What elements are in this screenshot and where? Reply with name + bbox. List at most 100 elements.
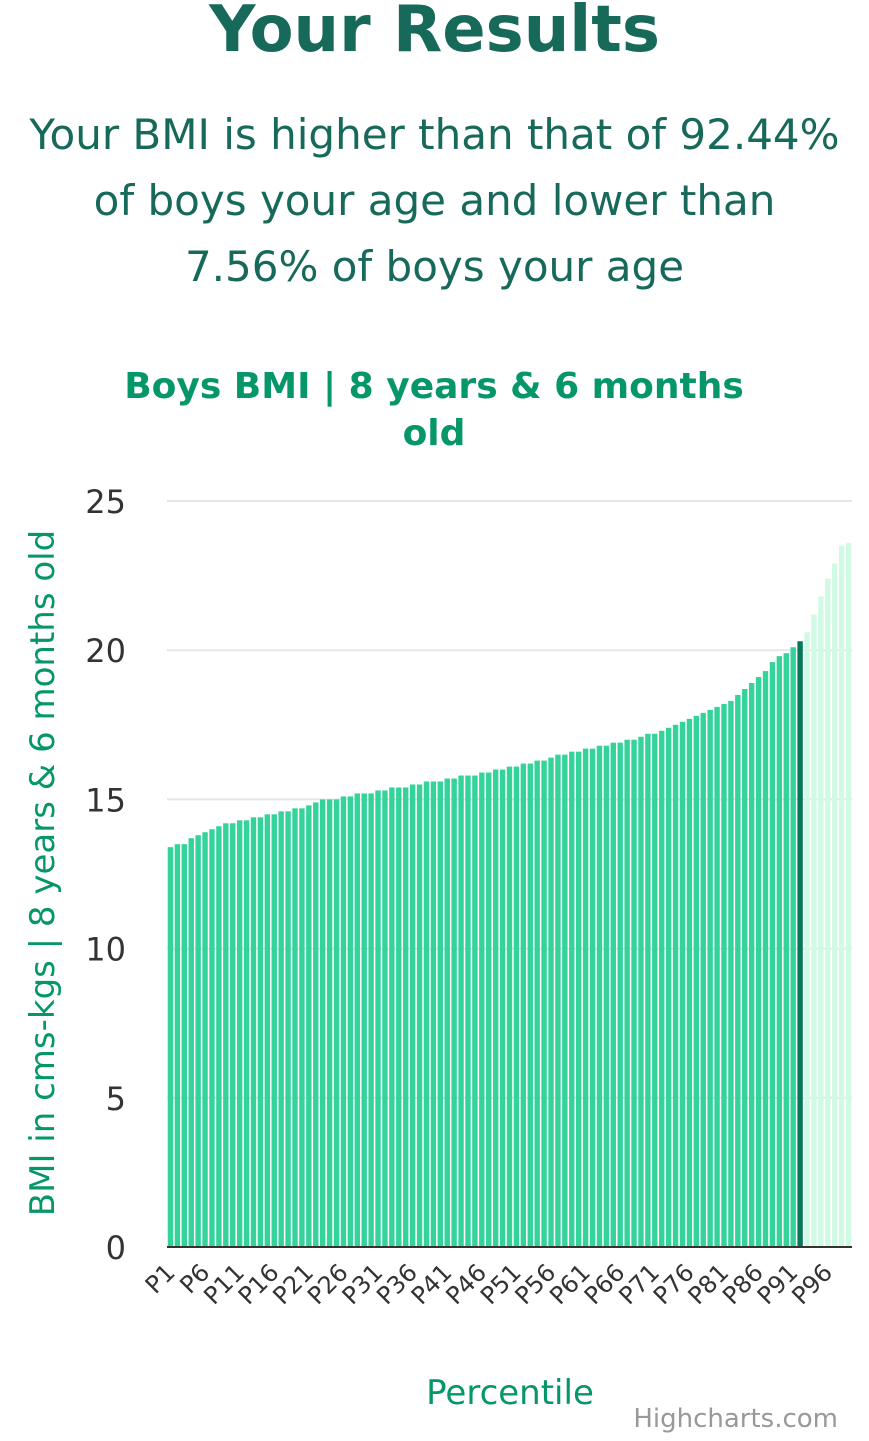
bar-p88 bbox=[769, 662, 776, 1247]
bar-p5 bbox=[195, 835, 201, 1247]
bar-p15 bbox=[264, 814, 271, 1247]
bar-p56 bbox=[548, 757, 554, 1247]
bar-p63 bbox=[596, 745, 603, 1247]
bar-p38 bbox=[423, 781, 430, 1247]
bar-p64 bbox=[603, 745, 610, 1247]
bar-p20 bbox=[299, 808, 305, 1247]
bar-p39 bbox=[430, 781, 437, 1247]
bar-p70 bbox=[645, 733, 651, 1247]
bar-p53 bbox=[527, 763, 533, 1247]
bar-p95 bbox=[818, 596, 824, 1247]
bar-p71 bbox=[652, 733, 658, 1247]
y-axis-title: BMI in cms-kgs | 8 years & 6 months old bbox=[23, 530, 63, 1216]
bar-p17 bbox=[278, 811, 284, 1247]
bar-p13 bbox=[250, 817, 257, 1247]
bar-p59 bbox=[569, 751, 575, 1247]
x-tick-label: P96 bbox=[786, 1258, 838, 1310]
summary-line: of boys your age and lower than bbox=[93, 176, 776, 225]
bar-p86 bbox=[755, 677, 762, 1247]
bar-p11 bbox=[236, 820, 243, 1247]
bar-p40 bbox=[437, 781, 444, 1247]
bar-p21 bbox=[306, 805, 312, 1247]
bar-p60 bbox=[575, 751, 582, 1247]
bar-p8 bbox=[216, 826, 222, 1247]
x-axis-ticks: P1P6P11P16P21P26P31P36P41P46P51P56P61P66… bbox=[140, 1258, 838, 1310]
bar-p42 bbox=[451, 778, 457, 1247]
bar-p30 bbox=[368, 793, 374, 1247]
bar-p26 bbox=[340, 796, 347, 1247]
bar-p73 bbox=[665, 727, 672, 1247]
bar-p16 bbox=[271, 814, 277, 1247]
y-tick-label: 5 bbox=[106, 1080, 126, 1118]
bar-p36 bbox=[409, 784, 416, 1247]
bar-p7 bbox=[209, 829, 215, 1247]
results-summary: Your BMI is higher than that of 92.44% o… bbox=[0, 102, 869, 300]
y-tick-label: 0 bbox=[106, 1229, 126, 1267]
bar-p87 bbox=[762, 671, 769, 1247]
credits-label[interactable]: Highcharts.com bbox=[633, 1404, 838, 1434]
bar-p99 bbox=[845, 542, 852, 1247]
bar-p57 bbox=[555, 754, 561, 1247]
chart-title-line-2: old bbox=[403, 413, 466, 454]
bar-p48 bbox=[492, 769, 499, 1247]
bar-p98 bbox=[838, 545, 845, 1247]
bar-p62 bbox=[589, 748, 596, 1247]
bar-p43 bbox=[458, 775, 464, 1247]
bar-p85 bbox=[748, 683, 755, 1247]
bar-p91 bbox=[790, 647, 796, 1247]
bar-p45 bbox=[472, 775, 478, 1247]
y-tick-label: 20 bbox=[85, 632, 126, 670]
bar-p41 bbox=[444, 778, 450, 1247]
bar-p90 bbox=[783, 653, 789, 1247]
bar-p82 bbox=[728, 700, 734, 1247]
y-tick-label: 25 bbox=[85, 483, 126, 521]
bar-p37 bbox=[416, 784, 423, 1247]
bar-p14 bbox=[257, 817, 264, 1247]
bar-p83 bbox=[735, 694, 741, 1247]
bar-p9 bbox=[223, 823, 229, 1247]
bar-p25 bbox=[333, 799, 340, 1247]
bar-p51 bbox=[513, 766, 520, 1247]
bar-p34 bbox=[396, 787, 402, 1247]
bar-p47 bbox=[486, 772, 492, 1247]
bar-p4 bbox=[188, 838, 194, 1247]
bar-p46 bbox=[479, 772, 485, 1247]
bar-p76 bbox=[686, 718, 693, 1247]
bar-p72 bbox=[659, 730, 665, 1247]
bar-p22 bbox=[313, 802, 319, 1247]
bar-p94 bbox=[811, 614, 817, 1247]
chart-title-line-1: Boys BMI | 8 years & 6 months bbox=[124, 366, 744, 407]
y-tick-label: 15 bbox=[85, 781, 126, 819]
bar-p49 bbox=[499, 769, 506, 1247]
bar-p3 bbox=[181, 844, 187, 1247]
bar-p74 bbox=[672, 724, 679, 1247]
bar-p93 bbox=[804, 632, 810, 1247]
bar-p50 bbox=[506, 766, 513, 1247]
bar-p35 bbox=[403, 787, 409, 1247]
y-axis-ticks: 0 5 10 15 20 25 bbox=[85, 483, 126, 1267]
bar-p65 bbox=[610, 742, 616, 1247]
summary-line: 7.56% of boys your age bbox=[184, 242, 685, 291]
bar-p89 bbox=[776, 656, 783, 1247]
bar-p69 bbox=[638, 736, 644, 1247]
bar-p97 bbox=[832, 563, 838, 1247]
bar-p44 bbox=[465, 775, 471, 1247]
x-axis-title: Percentile bbox=[426, 1373, 594, 1413]
bar-p55 bbox=[541, 760, 547, 1247]
bar-p67 bbox=[624, 739, 630, 1247]
bar-p80 bbox=[714, 706, 720, 1247]
bar-p68 bbox=[631, 739, 637, 1247]
bar-p77 bbox=[693, 715, 700, 1247]
bar-p66 bbox=[617, 742, 623, 1247]
bar-p27 bbox=[347, 796, 354, 1247]
bar-p92 bbox=[797, 641, 803, 1247]
summary-line: Your BMI is higher than that of 92.44% bbox=[29, 110, 840, 159]
page-title: Your Results bbox=[209, 0, 660, 67]
y-tick-label: 10 bbox=[85, 931, 126, 969]
bar-p2 bbox=[174, 844, 181, 1247]
bar-p1 bbox=[167, 847, 174, 1247]
bar-p24 bbox=[326, 799, 333, 1247]
bar-series bbox=[167, 542, 852, 1247]
